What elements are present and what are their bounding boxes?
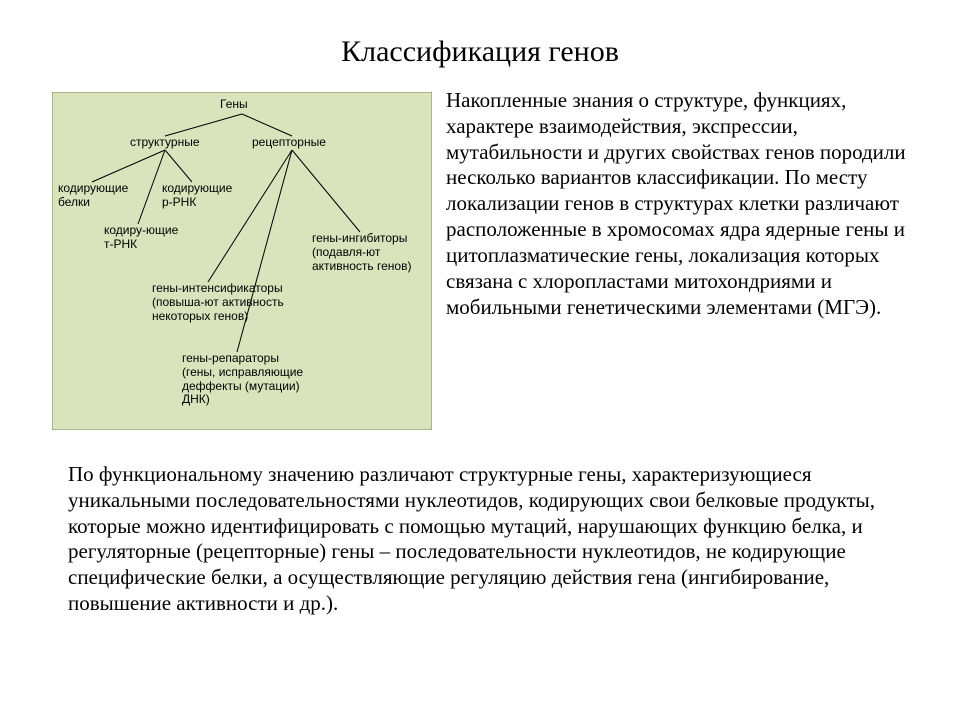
tree-node-s2: кодирующие р-РНК: [162, 182, 242, 210]
intro-paragraph: Накопленные знания о структуре, функциях…: [446, 88, 916, 320]
tree-node-recep: рецепторные: [252, 136, 342, 150]
tree-node-r1: гены-интенсификаторы (повыша-ют активнос…: [152, 282, 312, 323]
tree-node-r2: гены-репараторы (гены, исправляющие дефф…: [182, 352, 352, 407]
tree-node-r3: гены-ингибиторы (подавля-ют активность г…: [312, 232, 432, 273]
slide-page: Классификация генов Гены структурные рецеп…: [0, 0, 960, 720]
page-title: Классификация генов: [0, 35, 960, 69]
tree-node-struct: структурные: [130, 136, 210, 150]
tree-node-root: Гены: [220, 98, 265, 112]
tree-node-s1: кодирующие белки: [58, 182, 138, 210]
tree-node-s3: кодиру-ющие т-РНК: [104, 224, 184, 252]
body-paragraph: По функциональному значению различают ст…: [68, 462, 896, 617]
classification-tree-diagram: Гены структурные рецепторные кодирующие бел…: [52, 92, 432, 430]
